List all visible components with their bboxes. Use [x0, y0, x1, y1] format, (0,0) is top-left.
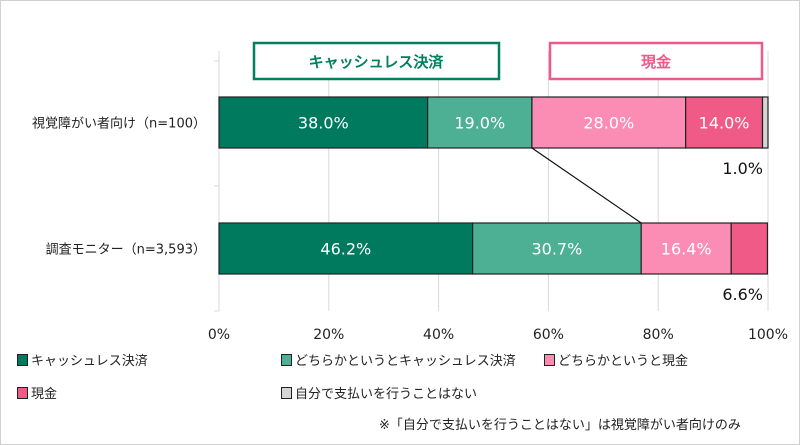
legend-swatch [281, 386, 292, 399]
group-label-cash: 現金 [641, 53, 672, 71]
legend-label: どちらかというとキャッシュレス決済 [295, 354, 516, 369]
bar-segment [218, 96, 429, 149]
legend-swatch [17, 353, 28, 366]
group-box-cashless [252, 41, 501, 81]
x-tick-label: 100% [748, 327, 788, 343]
legend-item-no-payment: 自分で支払いを行うことはない [281, 383, 477, 402]
bar-segment [472, 222, 642, 275]
category-label: 調査モニター（n=3,593） [46, 243, 206, 258]
legend-item-cashless: キャッシュレス決済 [17, 350, 148, 369]
data-label: 6.6% [722, 285, 763, 304]
x-tick-label: 0% [208, 327, 230, 343]
legend-swatch [281, 353, 292, 366]
legend-item-rather-cash: どちらかというと現金 [544, 350, 688, 369]
legend-swatch [17, 386, 28, 399]
category-label: 視覚障がい者向け（n=100） [32, 116, 206, 132]
x-tick-label: 80% [643, 327, 674, 343]
data-label: 14.0% [699, 114, 750, 133]
data-label: 30.7% [531, 240, 582, 259]
data-label: 16.4% [661, 240, 712, 259]
legend-item-rather-cashless: どちらかというとキャッシュレス決済 [281, 350, 516, 369]
data-label: 19.0% [454, 114, 505, 133]
bar-segment [640, 222, 732, 275]
x-tick-label: 40% [423, 327, 454, 343]
group-label-cashless: キャッシュレス決済 [309, 53, 445, 71]
data-label: 46.2% [320, 240, 371, 259]
legend-swatch [544, 353, 555, 366]
x-tick-label: 60% [533, 327, 564, 343]
bar-segment [685, 96, 764, 149]
data-label: 28.0% [583, 114, 634, 133]
data-label: 1.0% [722, 159, 763, 178]
bar-segment [531, 96, 687, 149]
bar-segment [427, 96, 533, 149]
bar-segment [730, 222, 769, 275]
legend-label: どちらかというと現金 [558, 354, 689, 369]
legend-label: キャッシュレス決済 [31, 354, 148, 369]
connector-line [531, 147, 642, 224]
legend-item-cash: 現金 [17, 383, 57, 402]
data-label: 38.0% [298, 114, 349, 133]
group-box-cash [548, 41, 764, 81]
footnote: ※「自分で支払いを行うことはない」は視覚障がい者向けのみ [379, 418, 741, 433]
bar-segment [761, 96, 769, 149]
x-tick-label: 20% [313, 327, 344, 343]
bar-segment [218, 222, 474, 275]
legend-label: 自分で支払いを行うことはない [295, 387, 478, 402]
legend-label: 現金 [31, 387, 58, 402]
